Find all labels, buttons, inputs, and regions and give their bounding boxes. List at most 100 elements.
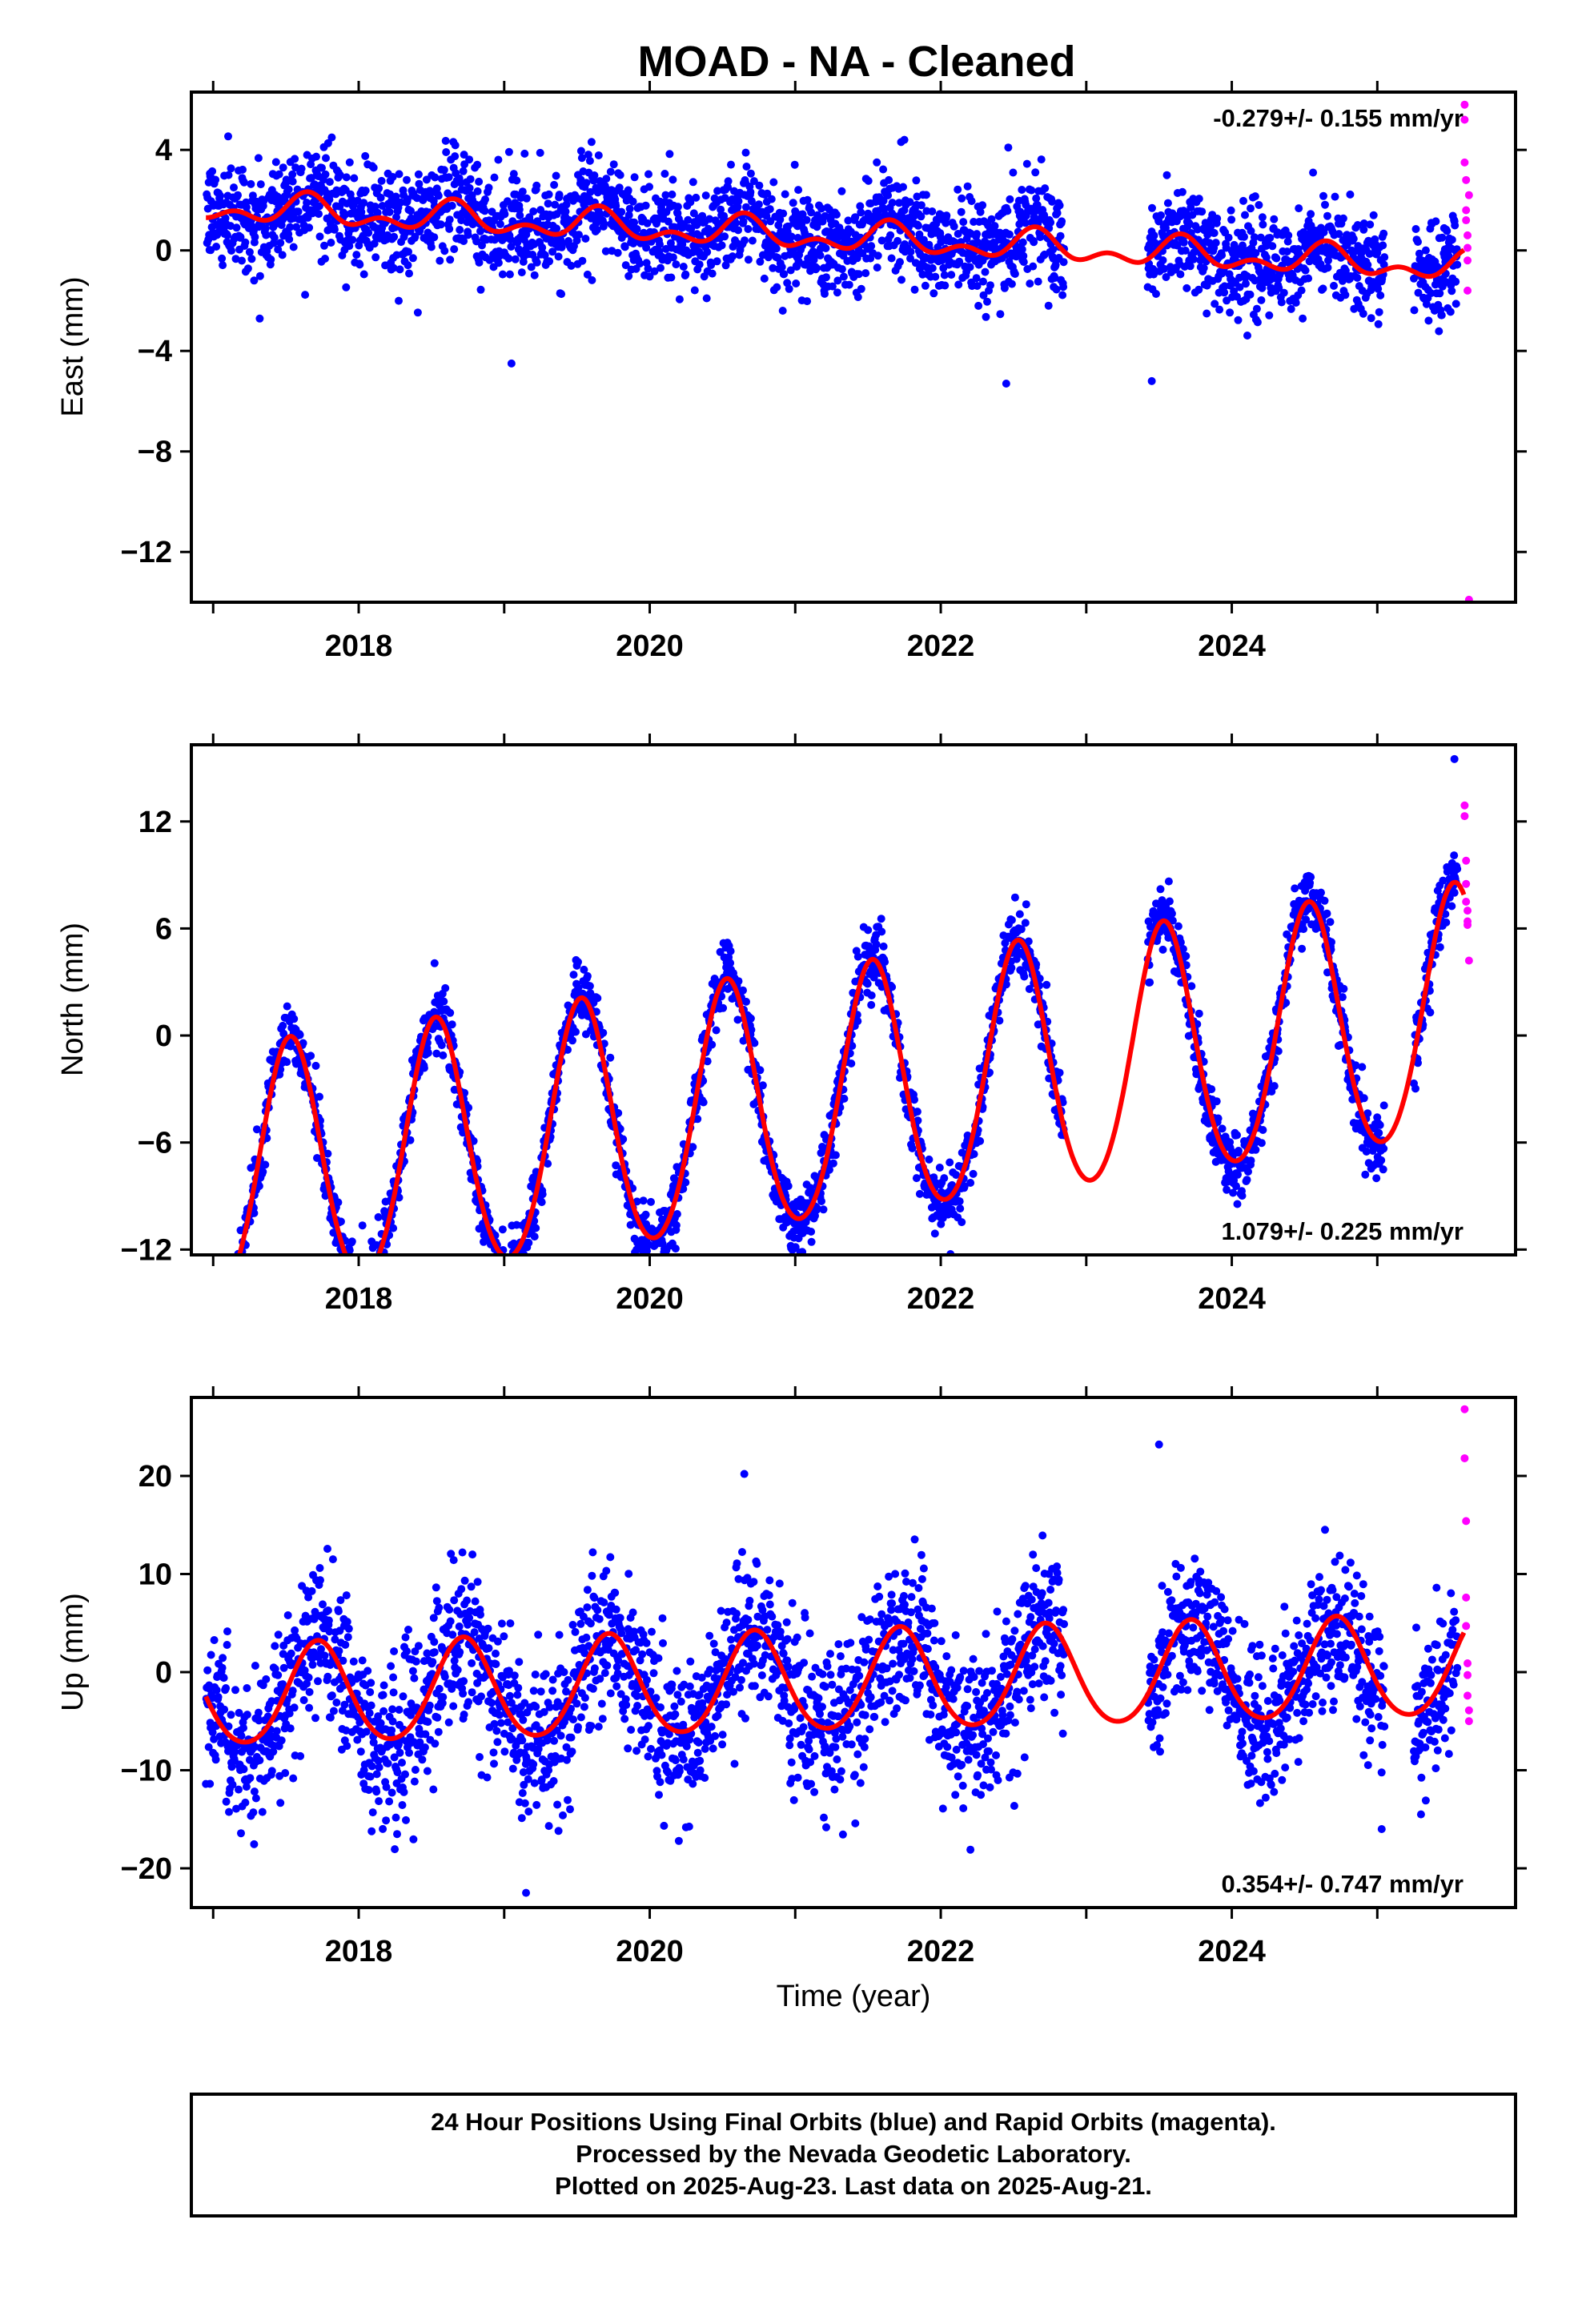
north-final-point (568, 1036, 576, 1045)
east-final-point (1279, 288, 1288, 297)
east-final-point (436, 256, 444, 265)
east-final-point (897, 275, 905, 284)
east-final-point (576, 147, 585, 155)
east-final-point (986, 281, 994, 290)
east-final-point (896, 258, 904, 267)
east-final-point (1283, 237, 1292, 246)
north-final-point (1007, 915, 1016, 924)
east-final-point (456, 226, 464, 234)
east-final-point (1353, 221, 1362, 229)
east-final-point (516, 211, 524, 219)
east-final-point (315, 232, 324, 241)
east-final-point (1369, 211, 1378, 219)
east-rapid-point (1460, 158, 1469, 167)
east-final-point (906, 247, 915, 256)
east-final-point (323, 139, 332, 147)
east-final-point (1041, 184, 1050, 193)
east-final-point (327, 133, 336, 142)
east-final-point (789, 199, 797, 207)
east-final-point (1207, 223, 1215, 231)
east-final-point (1349, 235, 1358, 243)
east-final-point (275, 170, 283, 179)
north-final-point (1146, 978, 1154, 987)
east-final-point (616, 171, 624, 179)
east-final-point (912, 176, 921, 185)
east-final-point (315, 210, 323, 219)
east-final-point (1195, 195, 1203, 203)
east-final-point (854, 270, 863, 279)
east-final-point (1055, 201, 1064, 210)
east-final-point (873, 158, 881, 167)
east-final-point (837, 187, 846, 195)
east-final-point (832, 211, 841, 219)
east-final-point (721, 261, 730, 270)
east-final-point (1213, 214, 1222, 223)
east-ytick-label: 0 (155, 235, 172, 268)
east-final-point (472, 237, 481, 246)
north-final-point (1379, 1165, 1387, 1174)
east-final-point (1443, 227, 1452, 235)
north-final-point (283, 1058, 291, 1067)
north-final-point (1257, 1139, 1266, 1148)
east-final-point (828, 282, 837, 291)
east-final-point (833, 288, 841, 297)
north-final-point (1317, 888, 1325, 897)
north-final-point (432, 1049, 441, 1058)
east-final-point (530, 271, 539, 279)
east-final-point (389, 263, 398, 272)
east-final-point (465, 155, 474, 164)
east-final-point (1295, 204, 1303, 213)
east-final-point (289, 243, 298, 251)
east-final-point (247, 255, 256, 263)
north-final-point (1379, 1144, 1388, 1153)
north-final-point (430, 959, 439, 967)
east-final-point (224, 171, 233, 179)
east-final-point (636, 259, 644, 268)
east-final-point (1410, 306, 1419, 315)
east-final-point (442, 148, 451, 156)
east-final-point (913, 192, 921, 201)
east-final-point (414, 170, 423, 179)
east-final-point (490, 173, 499, 182)
east-final-point (656, 263, 665, 272)
east-final-point (322, 154, 330, 163)
north-final-point (671, 1244, 680, 1253)
north-final-point (867, 1000, 876, 1009)
east-final-point (1007, 279, 1016, 288)
north-final-point (614, 1108, 623, 1117)
north-final-point (1015, 910, 1024, 919)
east-final-point (917, 201, 926, 210)
east-final-point (873, 251, 882, 260)
east-final-point (887, 254, 896, 263)
east-final-point (404, 247, 412, 256)
east-final-point (873, 263, 881, 272)
east-final-point (817, 204, 825, 213)
east-final-point (749, 177, 758, 186)
east-final-point (548, 247, 557, 256)
east-final-point (1304, 274, 1313, 283)
north-final-point (1247, 1156, 1255, 1165)
east-final-point (954, 280, 963, 289)
east-final-point (661, 191, 670, 199)
east-final-point (1211, 300, 1219, 308)
east-final-point (248, 191, 257, 200)
east-final-point (981, 267, 990, 276)
north-final-point (853, 952, 862, 961)
east-rate-label: -0.279+/- 0.155 mm/yr (1213, 104, 1464, 132)
east-final-point (957, 207, 966, 216)
east-xtick-label: 2022 (907, 629, 975, 663)
east-final-point (701, 191, 710, 200)
east-final-point (1447, 287, 1456, 296)
east-final-point (1195, 285, 1203, 294)
east-final-point (767, 195, 776, 203)
east-final-point (1437, 311, 1446, 320)
east-final-point (451, 152, 460, 161)
east-final-point (476, 227, 484, 235)
east-final-point (1010, 270, 1019, 278)
east-rapid-point (1462, 216, 1471, 225)
east-final-point (1056, 231, 1065, 240)
east-rapid-point (1464, 231, 1472, 239)
east-final-point (1048, 197, 1057, 206)
east-final-point (466, 175, 475, 183)
east-final-point (575, 231, 583, 239)
